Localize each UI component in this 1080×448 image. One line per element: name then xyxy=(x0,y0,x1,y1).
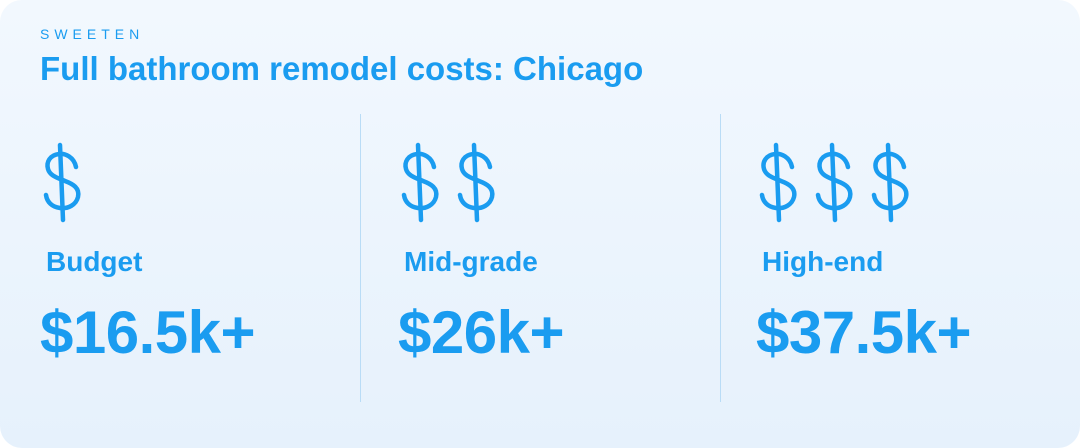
page-title: Full bathroom remodel costs: Chicago xyxy=(40,50,644,87)
dollar-signs xyxy=(756,140,914,230)
tier-label: High-end xyxy=(762,246,884,277)
tier-price: $26k+ xyxy=(398,299,565,366)
dollar-signs xyxy=(40,140,86,230)
brand-logo: SWEETEN xyxy=(40,26,145,42)
tier-price: $16.5k+ xyxy=(40,299,256,366)
column-divider xyxy=(720,114,721,402)
tier-price: $37.5k+ xyxy=(756,299,972,366)
dollar-sign-icon xyxy=(815,142,853,223)
tier-high-end: High-end $37.5k+ xyxy=(756,140,1080,380)
tier-budget: Budget $16.5k+ xyxy=(40,140,370,380)
tier-label: Budget xyxy=(46,246,143,277)
column-divider xyxy=(360,114,361,402)
dollar-sign-icon xyxy=(43,142,81,223)
dollar-sign-icon xyxy=(871,142,909,223)
tier-label: Mid-grade xyxy=(404,246,538,277)
dollar-sign-icon xyxy=(401,142,439,223)
dollar-signs xyxy=(398,140,500,230)
dollar-sign-icon xyxy=(457,142,495,223)
dollar-sign-icon xyxy=(759,142,797,223)
tier-mid-grade: Mid-grade $26k+ xyxy=(398,140,728,380)
